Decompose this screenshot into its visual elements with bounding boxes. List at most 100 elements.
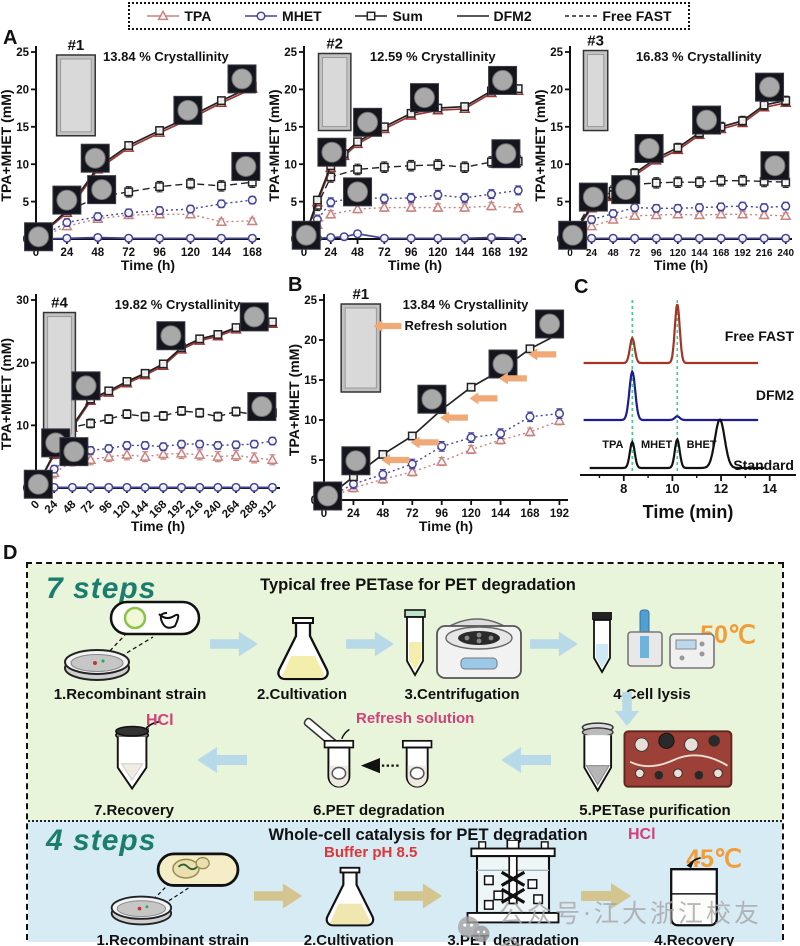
peak-label: MHET [641, 439, 672, 451]
series-mhet-dfm2 [565, 233, 791, 244]
process-border: 7 steps Typical free PETase for PET degr… [26, 562, 784, 946]
chart-refresh-solution: 0510152025024487296120144168192TPA+MHET … [286, 276, 576, 536]
svg-text:72: 72 [79, 499, 97, 517]
svg-text:TPA+MHET (mM): TPA+MHET (mM) [288, 344, 302, 456]
arrow-right-icon [393, 883, 442, 909]
svg-text:96: 96 [651, 248, 663, 259]
legend-item-dfm2: DFM2 [456, 8, 532, 24]
arrow-left-icon [501, 747, 551, 773]
svg-text:Time (h): Time (h) [388, 257, 442, 273]
panel-label-a: A [3, 27, 18, 49]
svg-text:96: 96 [153, 247, 166, 259]
svg-text:264: 264 [220, 498, 242, 520]
svg-text:168: 168 [243, 247, 263, 259]
svg-text:Time (h): Time (h) [121, 257, 175, 273]
step-cultivation: 2.Cultivation [304, 864, 394, 946]
svg-text:48: 48 [608, 248, 620, 259]
process-diagram: 7 steps Typical free PETase for PET degr… [0, 536, 800, 946]
svg-text:20: 20 [304, 335, 317, 347]
step-recombinant-strain: 1.Recombinant strain [50, 598, 210, 703]
svg-text:192: 192 [509, 247, 528, 259]
svg-text:192: 192 [734, 248, 751, 259]
legend-item-tpa: TPA [146, 8, 211, 24]
refresh-arrow-icon [410, 436, 439, 449]
step-cell-lysis: 4.Cell lysis [578, 606, 726, 703]
step-label: 4.Recovery [654, 932, 735, 946]
step-recombinant-strain: 1.Recombinant strain [92, 852, 254, 946]
step-label: 3.Centrifugation [404, 686, 520, 703]
fplc-purification-icon [581, 722, 733, 793]
trace-label: DFM2 [756, 387, 794, 403]
sample-tag: #1 [68, 37, 85, 54]
chart-film3-crystallinity: 0510152025024487296120144168192216240TPA… [532, 28, 800, 275]
svg-text:72: 72 [122, 247, 135, 259]
legend-item-mhet: MHET [244, 8, 322, 24]
step-pet-degradation: Refresh solution [260, 710, 498, 819]
svg-text:20: 20 [16, 85, 29, 97]
legend-label: MHET [282, 8, 322, 24]
sample-tag: #1 [352, 286, 369, 303]
sample-tag: #2 [326, 35, 343, 52]
svg-text:48: 48 [61, 498, 79, 516]
crystallinity-label: 13.84 % Crystallinity [403, 297, 529, 312]
buffer-annotation: Buffer pH 8.5 [324, 844, 418, 861]
legend-label: DFM2 [493, 8, 532, 24]
trace-dfm2 [583, 369, 759, 422]
step-label: 4.Cell lysis [613, 686, 691, 703]
svg-text:15: 15 [284, 122, 297, 134]
step-recovery: HCl 7.Recovery [74, 712, 194, 819]
svg-text:12: 12 [714, 481, 728, 496]
hcl-annotation: HCl [146, 712, 174, 729]
refresh-solution-annotation: Refresh solution [356, 710, 475, 727]
svg-text:24: 24 [60, 247, 73, 259]
bioreactor-icon [466, 840, 560, 924]
step-label: 1.Recombinant strain [96, 932, 250, 946]
chart-film4-crystallinity: 0102030024487296120144168192216240264288… [0, 276, 288, 536]
svg-text:24: 24 [324, 247, 337, 259]
step-recovery: 4.Recovery [637, 854, 752, 946]
legend-label: TPA [184, 8, 212, 24]
refresh-arrow-icon [381, 454, 410, 466]
series-legend: TPA MHET Sum DFM2 Free FAST [128, 2, 690, 30]
legend-label: Free FAST [602, 8, 672, 24]
watermark-text: 公众号·江大浙江校友会 [499, 899, 762, 946]
svg-text:Time (h): Time (h) [131, 518, 185, 534]
trace-free-fast [583, 303, 759, 365]
svg-text:TPA+MHET (mM): TPA+MHET (mM) [0, 338, 14, 450]
section-whole-cell: 4 steps Whole-cell catalysis for PET deg… [28, 820, 782, 946]
step-label: 6.PET degradation [313, 802, 445, 819]
refresh-arrow-icon [439, 411, 468, 424]
series-mhet-dfm2 [31, 482, 277, 493]
chart-film1-crystallinity: 0510152025024487296120144168TPA+MHET (mM… [0, 28, 268, 275]
svg-text:10: 10 [16, 159, 29, 171]
legend-label: Sum [392, 8, 423, 24]
svg-text:15: 15 [550, 122, 563, 134]
svg-text:25: 25 [284, 47, 297, 59]
chart-hplc-chromatogram: Free FAST DFM2 Standard TPA MHET BHET 8 10 12 14 T… [576, 276, 800, 536]
flask-icon [325, 866, 374, 927]
svg-text:15: 15 [16, 122, 29, 134]
svg-text:48: 48 [91, 247, 104, 259]
svg-text:0: 0 [33, 247, 39, 259]
arrow-left-icon [197, 747, 247, 773]
step-cultivation: 2.Cultivation [257, 614, 347, 703]
series-mhet-dfm2 [299, 229, 523, 244]
svg-text:0: 0 [567, 248, 573, 259]
arrow-right-icon [530, 631, 578, 657]
svg-text:240: 240 [202, 499, 224, 521]
series-mhet-free-fast [31, 195, 257, 244]
svg-text:96: 96 [405, 247, 418, 259]
svg-text:Time (h): Time (h) [419, 518, 473, 534]
legend-marker-square-icon [355, 11, 388, 21]
svg-text:144: 144 [491, 508, 511, 520]
svg-text:72: 72 [378, 247, 391, 259]
svg-text:10: 10 [16, 421, 29, 433]
svg-text:72: 72 [629, 248, 641, 259]
step-centrifugation: 3.Centrifugation [394, 606, 530, 703]
svg-text:168: 168 [713, 248, 730, 259]
chart-film2-crystallinity: 0510152025024487296120144168192TPA+MHET … [266, 28, 534, 275]
svg-text:10: 10 [665, 481, 679, 496]
section-free-petase: 7 steps Typical free PETase for PET degr… [28, 564, 782, 820]
svg-text:14: 14 [762, 481, 777, 496]
series-mhet-dfm2 [31, 232, 257, 244]
